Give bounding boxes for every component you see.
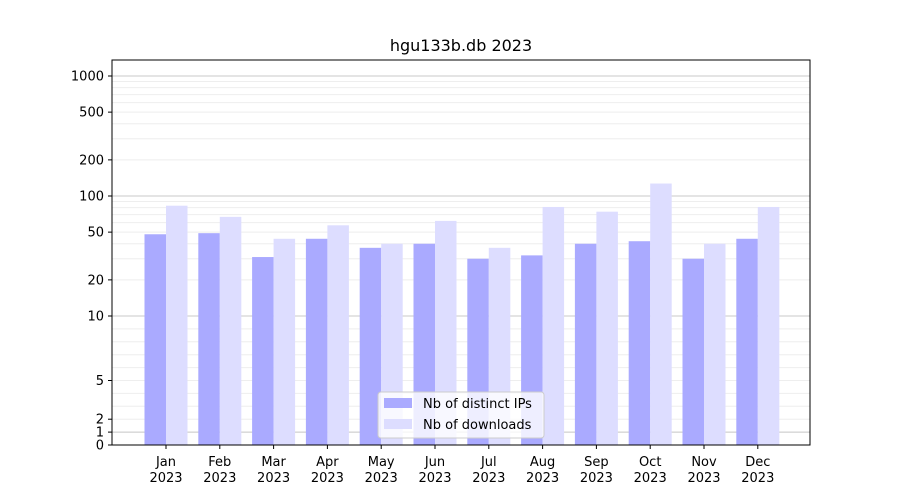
- bar-ips-nov: [682, 258, 704, 445]
- bars: [144, 183, 780, 445]
- legend-label: Nb of downloads: [423, 418, 532, 433]
- legend-label: Nb of distinct IPs: [423, 397, 532, 412]
- bar-ips-may: [359, 247, 382, 445]
- bar-ips-oct: [628, 241, 651, 445]
- y-tick-label: 5: [96, 374, 104, 389]
- y-tick-label: 20: [87, 273, 104, 288]
- bar-downloads-jun: [435, 220, 457, 445]
- bar-downloads-apr: [327, 225, 349, 445]
- x-tick-label: Feb 2023: [203, 455, 236, 486]
- bar-downloads-aug: [542, 206, 565, 445]
- bar-ips-feb: [198, 233, 220, 445]
- bar-ips-apr: [305, 238, 328, 445]
- x-tick-label: Jul 2023: [472, 455, 505, 486]
- y-tick-label: 500: [79, 106, 104, 121]
- y-tick-label: 200: [79, 153, 104, 168]
- y-tick-label: 1000: [71, 70, 104, 85]
- x-tick-label: Apr 2023: [311, 455, 344, 486]
- legend-swatch: [384, 398, 412, 408]
- legend: Nb of distinct IPs Nb of downloads: [377, 391, 545, 439]
- x-tick-label: Mar 2023: [257, 455, 290, 486]
- bar-downloads-mar: [273, 238, 296, 445]
- x-tick-label: Nov 2023: [687, 455, 720, 486]
- x-tick-label: Aug 2023: [526, 455, 559, 486]
- y-tick-label: 10: [87, 310, 104, 325]
- y-tick-label: 50: [87, 226, 104, 241]
- y-tick-label: 1: [96, 426, 104, 441]
- bar-ips-sep: [574, 243, 597, 445]
- legend-swatch: [384, 419, 412, 429]
- chart-title: hgu133b.db 2023: [390, 36, 532, 55]
- bar-downloads-sep: [596, 211, 618, 445]
- x-tick-label: Jun 2023: [418, 455, 451, 486]
- y-tick-label: 0: [96, 439, 104, 454]
- y-axis: 012 5 10 20 50 100 200 500 1000: [71, 70, 112, 454]
- x-tick-label: Jan 2023: [149, 455, 182, 486]
- bar-downloads-oct: [650, 183, 672, 445]
- x-tick-label: Dec 2023: [741, 455, 774, 486]
- bar-ips-jan: [144, 234, 166, 445]
- legend-box: [377, 391, 545, 439]
- x-tick-label: Oct 2023: [634, 455, 667, 486]
- bar-downloads-feb: [219, 216, 242, 445]
- bar-ips-dec: [736, 238, 758, 445]
- y-tick-label: 100: [79, 190, 104, 205]
- y-tick-label: 2: [96, 413, 104, 428]
- x-tick-label: May 2023: [365, 455, 398, 486]
- x-axis: Jan 2023 Feb 2023 Mar 2023 Apr 2023 May 2023 Jun 20…: [149, 445, 774, 486]
- bar-downloads-jan: [166, 205, 188, 445]
- bar-downloads-nov: [704, 243, 726, 445]
- bar-ips-mar: [252, 257, 274, 445]
- bar-downloads-dec: [757, 206, 780, 445]
- plot-frame: [111, 59, 811, 446]
- x-tick-label: Sep 2023: [580, 455, 613, 486]
